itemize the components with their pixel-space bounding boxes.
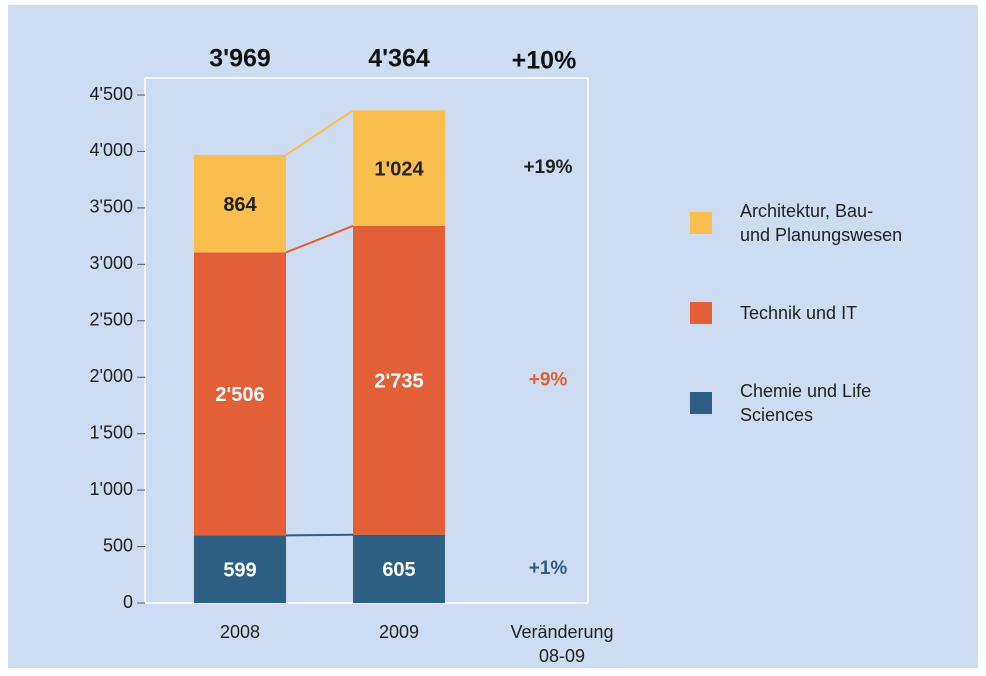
data-label: 1'024 <box>374 158 424 180</box>
total-label: 3'969 <box>209 45 271 73</box>
total-change-label: +10% <box>512 47 577 75</box>
data-label: 864 <box>223 194 257 216</box>
y-tick-label: 3'000 <box>90 253 133 273</box>
y-tick-label: 2'000 <box>90 366 133 386</box>
bar-segment <box>353 534 445 603</box>
total-label: 4'364 <box>368 45 430 73</box>
legend-swatch <box>690 392 712 414</box>
legend-swatch <box>690 302 712 324</box>
data-label: 599 <box>223 559 256 581</box>
legend-label: Chemie und Life Sciences <box>740 381 872 425</box>
connector-line <box>285 225 354 254</box>
x-tick-label: 2009 <box>378 622 420 642</box>
legend-label: Technik und IT <box>740 303 858 323</box>
connector-line <box>285 109 354 156</box>
y-tick-label: 500 <box>103 535 133 555</box>
change-label: +1% <box>529 558 568 579</box>
y-tick-label: 4'500 <box>90 84 133 104</box>
data-label: 2'735 <box>374 371 423 393</box>
bar-segment <box>194 252 286 536</box>
data-label: 605 <box>382 559 415 581</box>
x-tick-label: 2008 <box>219 622 261 642</box>
bar-segment <box>353 110 445 226</box>
y-tick-label: 1'500 <box>90 422 133 442</box>
bar-segment <box>353 225 445 535</box>
data-label: 2'506 <box>215 384 264 406</box>
bar-segment <box>194 154 286 253</box>
y-tick-label: 4'000 <box>90 140 133 160</box>
bar-segment <box>194 535 286 603</box>
background <box>8 5 978 668</box>
legend-label: Architektur, Bau- und Planungswesen <box>740 201 903 245</box>
legend-swatch <box>690 212 712 234</box>
change-label: +9% <box>529 369 568 390</box>
y-tick-label: 3'500 <box>90 197 133 217</box>
connector-line <box>285 533 354 537</box>
x-tick-label: Veränderung 08-09 <box>510 622 614 666</box>
y-tick-label: 2'500 <box>90 310 133 330</box>
change-label: +19% <box>523 157 572 178</box>
y-tick-label: 0 <box>123 592 133 612</box>
y-tick-label: 1'000 <box>90 479 133 499</box>
